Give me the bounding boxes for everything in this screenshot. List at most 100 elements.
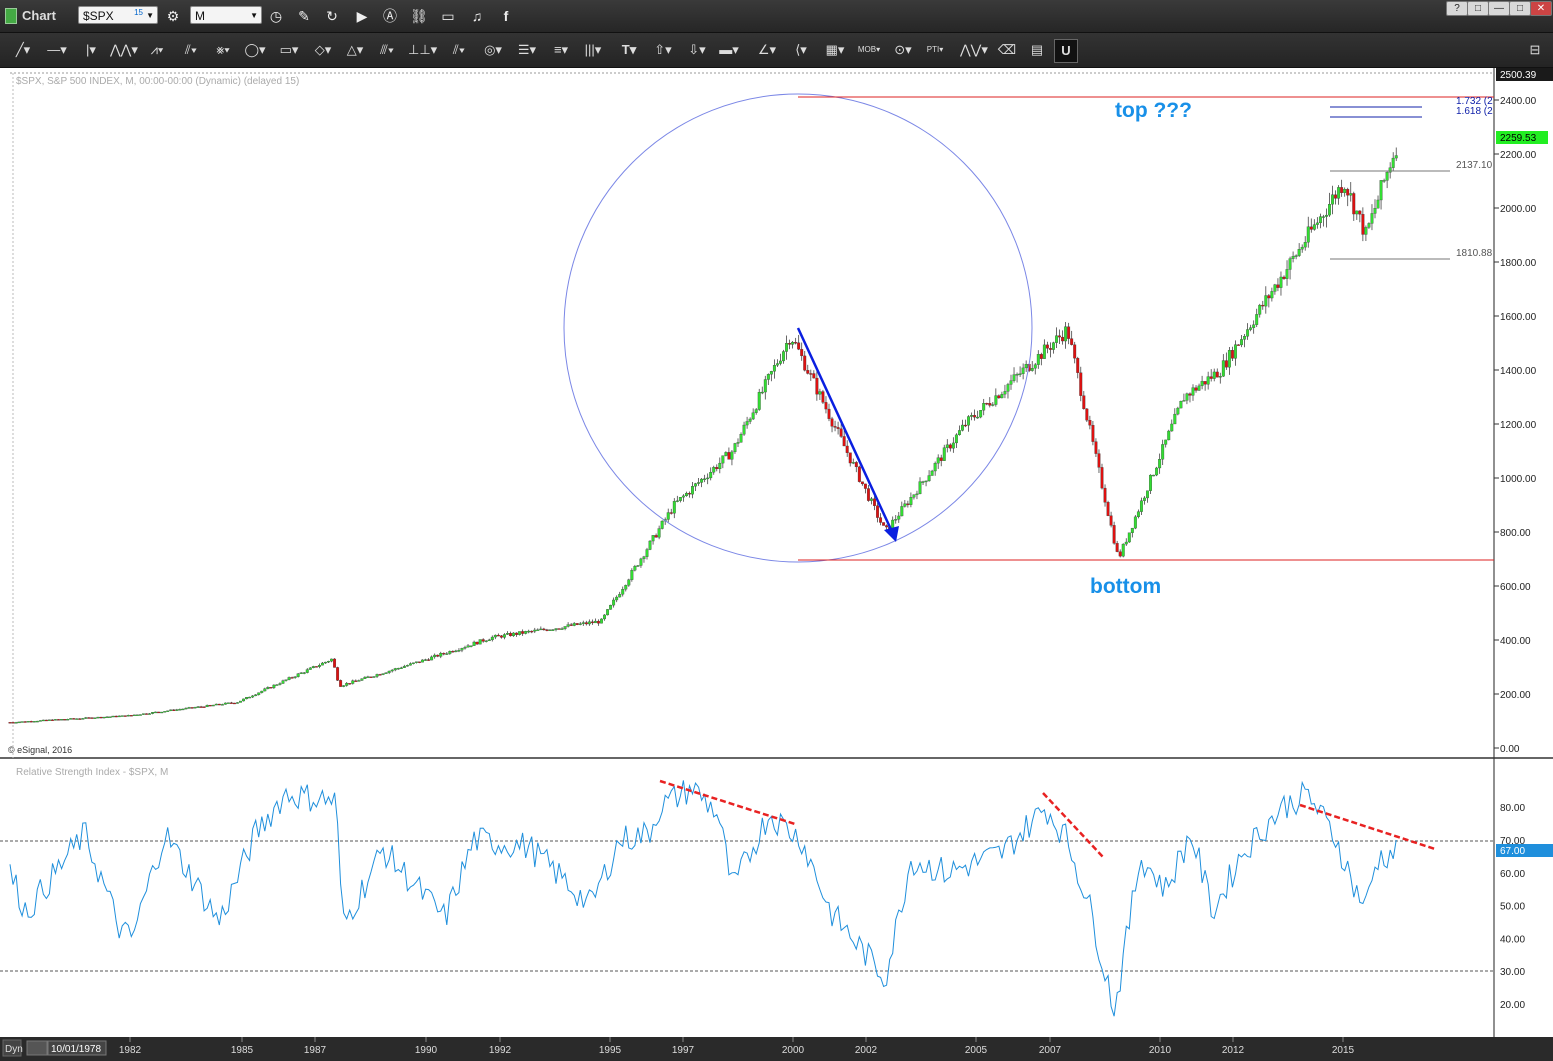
facebook-icon[interactable]: f [503,8,509,24]
price-axis-label: 800.00 [1500,528,1531,539]
candle-body [712,467,716,473]
restore-button[interactable]: □ [1467,1,1489,16]
candle-body [220,704,224,706]
candle-body [976,416,980,419]
chart-area[interactable]: $SPX, S&P 500 INDEX, M, 00:00-00:00 (Dyn… [0,68,1553,1061]
candle-body [324,661,327,664]
zigzag-tool-icon[interactable]: ⋀⋁▾ [960,42,988,57]
candle-body [293,676,297,678]
twitter-icon[interactable]: ♫ [471,8,483,24]
price-axis-label: 2400.00 [1500,96,1537,107]
candle-body [1285,269,1289,279]
candle-body [333,658,337,668]
pitchfork-tool-icon[interactable]: ⫽▾ [184,42,198,57]
rectangle-tool-icon[interactable]: ▭▾ [279,42,299,57]
candle-body [1291,256,1295,259]
fib-ext-tool-icon[interactable]: ≡▾ [553,42,569,57]
fib-label-1618: 1.618 (2 [1456,106,1493,117]
rsi-axis-label: 80.00 [1500,803,1525,814]
candle-body [1379,180,1383,201]
circles-tool-icon[interactable]: ◎▾ [484,42,502,57]
horizontal-line-tool-icon[interactable]: —▾ [47,42,67,57]
candle-body [63,719,67,721]
speed-line-tool-icon[interactable]: ⟨▾ [795,42,807,57]
candle-body [812,373,816,379]
gann-fan-tool-icon[interactable]: ⨳▾ [216,42,230,57]
downtrend-arrow-line[interactable] [796,327,896,537]
play-icon[interactable]: ▶ [356,8,368,24]
pencil-icon[interactable]: ✎ [298,8,310,24]
angle-tool-icon[interactable]: ∠▾ [757,42,777,57]
candle-body [193,707,197,709]
candle-body [23,721,27,723]
link-icon[interactable]: ⛓ [410,8,428,24]
candle-body [1076,358,1080,373]
fib-time-tool-icon[interactable]: |||▾ [584,42,602,57]
rsi-line[interactable] [9,780,1397,1017]
candle-body [794,342,798,344]
maximize-button[interactable]: □ [1509,1,1531,16]
rsi-divergence-line-1[interactable] [659,779,796,826]
last-price-tag [1496,131,1548,144]
settings-gear-icon[interactable]: ⚙ [166,8,180,24]
channel-tool-icon[interactable]: ⫻▾ [379,42,395,57]
eraser-tool-icon[interactable]: ⌫ [997,42,1017,57]
candle-body [242,698,246,702]
clock-icon[interactable]: ◷ [269,8,283,24]
highlight-tool-icon[interactable]: ▬▾ [719,42,739,57]
chevron-down-icon[interactable]: ▼ [250,11,258,20]
candle-body [694,483,697,487]
time-axis-label: 2005 [965,1045,988,1056]
dyn-button[interactable] [2,1039,22,1057]
candle-body [554,628,558,630]
chevron-down-icon[interactable]: ▼ [146,11,154,20]
start-date-box[interactable] [47,1040,107,1056]
fan-tool-icon[interactable]: ⩘▾ [150,42,164,57]
ellipse-tool-icon[interactable]: ◯▾ [244,42,266,57]
candle-body [172,709,176,711]
vertical-line-tool-icon[interactable]: |▾ [86,42,96,57]
candle-body [17,721,21,724]
refresh-icon[interactable]: ↻ [326,8,338,24]
diamond-tool-icon[interactable]: ◇▾ [314,42,332,57]
chart-svg[interactable]: $SPX, S&P 500 INDEX, M, 00:00-00:00 (Dyn… [0,68,1553,1061]
comment-tool-icon[interactable]: ▤ [1030,42,1044,57]
rsi-divergence-line-3[interactable] [1299,803,1436,851]
interval-select[interactable]: M ▼ [190,6,262,24]
top-annotation: top ??? [1115,99,1192,122]
timer-tool-icon[interactable]: ⊙▾ [894,42,912,57]
scroll-left-button[interactable] [26,1040,48,1056]
alert-icon[interactable]: Ⓐ [383,8,397,24]
candle-body [751,412,755,420]
triangle-tool-icon[interactable]: △▾ [346,42,364,57]
close-button[interactable]: ✕ [1530,1,1552,16]
time-axis-label: 2015 [1332,1045,1355,1056]
candle-body [515,632,519,635]
polyline-tool-icon[interactable]: ⋀⋀▾ [110,42,138,57]
candle-body [697,482,701,484]
mob-tool-icon[interactable]: MOB▾ [857,45,881,54]
candle-body [1309,226,1313,230]
rsi-divergence-line-2[interactable] [1042,792,1104,858]
candle-body [14,722,18,724]
help-button[interactable]: ? [1446,1,1468,16]
magnet-tool-icon[interactable]: U [1054,39,1078,63]
line-tool-icon[interactable]: ╱▾ [15,42,31,57]
parallel-tool-icon[interactable]: ⫽▾ [452,42,466,57]
arrow-up-tool-icon[interactable]: ⇧▾ [654,42,672,57]
cycle-tool-icon[interactable]: ⊥⊥▾ [408,42,438,57]
fib-retrace-tool-icon[interactable]: ☰▾ [517,42,537,57]
arrow-down-tool-icon[interactable]: ⇩▾ [688,42,706,57]
symbol-input[interactable]: $SPX 15 ▼ [78,6,158,24]
panel-toggle-icon[interactable]: ⊟ [1529,42,1541,57]
minimize-button[interactable]: — [1488,1,1510,16]
candle-body [1188,393,1192,396]
pti-tool-icon[interactable]: PTI▾ [926,45,944,54]
candle-body [272,684,276,688]
candle-body [281,680,285,684]
grid-tool-icon[interactable]: ▦▾ [825,42,845,57]
chat-icon[interactable]: ▭ [441,8,455,24]
candle-body [399,667,403,669]
text-tool-icon[interactable]: T▾ [621,42,637,57]
annotation-circle[interactable] [563,93,1033,563]
